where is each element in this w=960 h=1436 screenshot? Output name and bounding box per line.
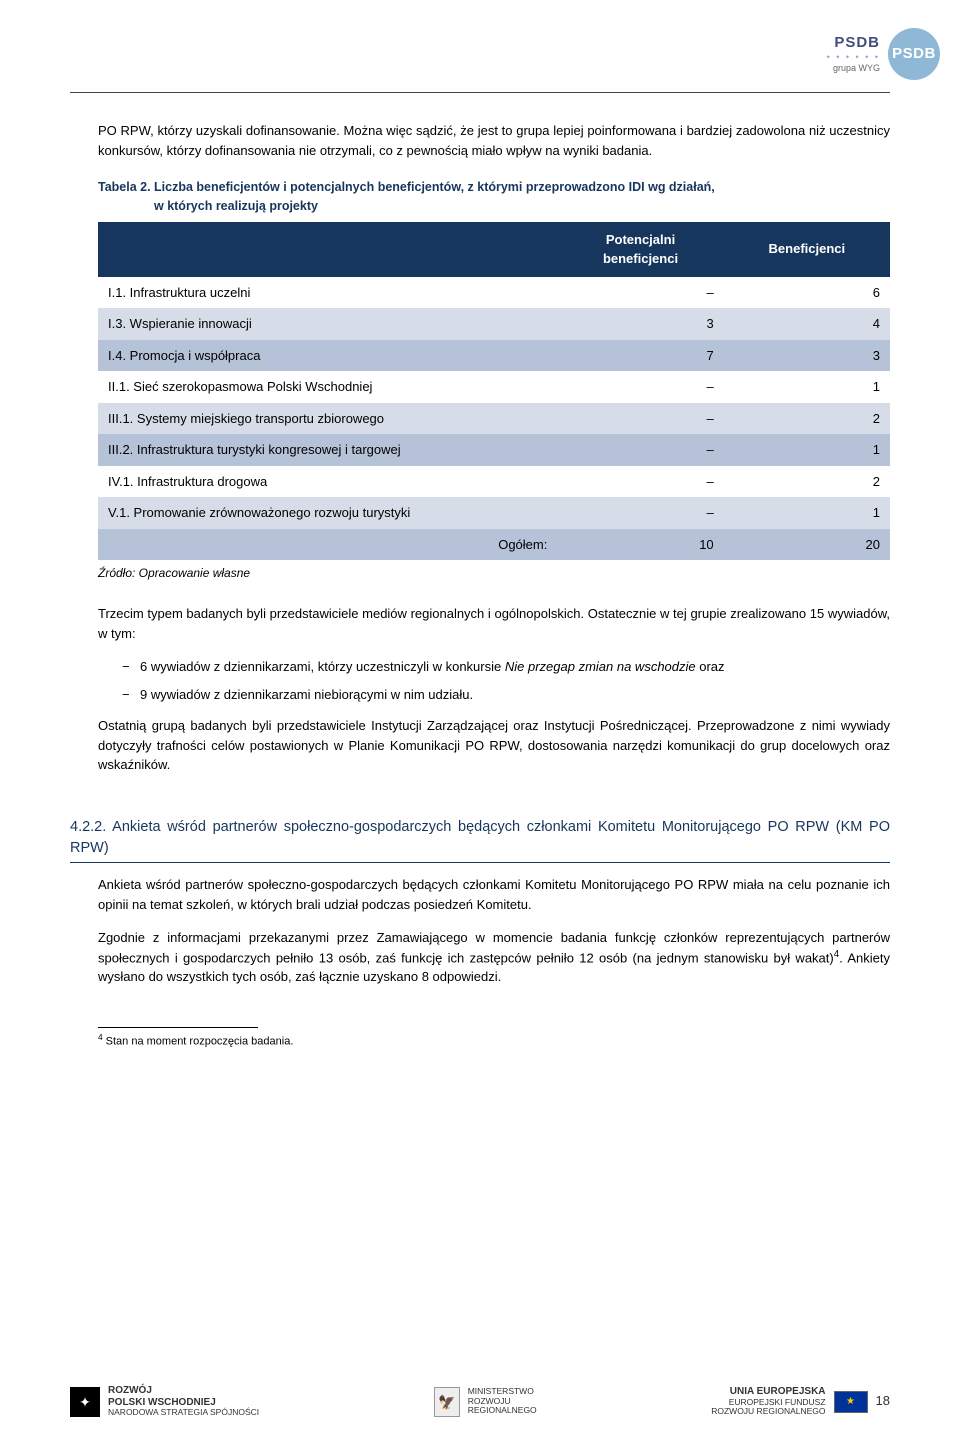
brand-sub: grupa WYG — [827, 63, 880, 74]
eu-flag-icon: ★ — [834, 1391, 868, 1413]
section-rule — [70, 862, 890, 863]
page-footer: ✦ ROZWÓJ POLSKI WSCHODNIEJ NARODOWA STRA… — [70, 1385, 890, 1418]
page-number: 18 — [876, 1394, 890, 1409]
footer-right: UNIA EUROPEJSKA EUROPEJSKI FUNDUSZ ROZWO… — [711, 1386, 890, 1417]
header-logo: PSDB • • • • • • grupa WYG PSDB — [827, 28, 940, 80]
footer-left: ✦ ROZWÓJ POLSKI WSCHODNIEJ NARODOWA STRA… — [70, 1385, 259, 1418]
table-row: I.4. Promocja i współpraca73 — [98, 340, 890, 372]
section-number: 4.2.2. — [70, 819, 106, 835]
table-total-row: Ogółem:1020 — [98, 529, 890, 561]
footnote: 4 Stan na moment rozpoczęcia badania. — [98, 1032, 890, 1050]
col-header-potential: Potencjalni beneficjenci — [557, 222, 723, 277]
header-rule — [70, 92, 890, 93]
table-caption-line2: w których realizują projekty — [98, 197, 890, 216]
bullet-list: 6 wywiadów z dziennikarzami, którzy ucze… — [98, 657, 890, 704]
table-row: V.1. Promowanie zrównoważonego rozwoju t… — [98, 497, 890, 529]
table-row: III.2. Infrastruktura turystyki kongreso… — [98, 434, 890, 466]
table-caption: Tabela 2. Liczba beneficjentów i potencj… — [98, 178, 890, 216]
list-item: 9 wywiadów z dziennikarzami niebiorącymi… — [122, 685, 890, 705]
table-row: III.1. Systemy miejskiego transportu zbi… — [98, 403, 890, 435]
para-institutions: Ostatnią grupą badanych byli przedstawic… — [98, 716, 890, 775]
intro-paragraph: PO RPW, którzy uzyskali dofinansowanie. … — [98, 121, 890, 160]
footer-mid: 🦅 MINISTERSTWO ROZWOJU REGIONALNEGO — [434, 1387, 537, 1417]
ministry-emblem-icon: 🦅 — [434, 1387, 460, 1417]
program-logo-icon: ✦ — [70, 1387, 100, 1417]
section-heading: 4.2.2. Ankieta wśród partnerów społeczno… — [70, 817, 890, 861]
table-row: I.1. Infrastruktura uczelni–6 — [98, 277, 890, 309]
section-title: Ankieta wśród partnerów społeczno-gospod… — [70, 819, 890, 857]
table-caption-line1: Tabela 2. Liczba beneficjentów i potencj… — [98, 180, 715, 194]
footnote-rule — [98, 1027, 258, 1028]
brand-name: PSDB — [827, 34, 880, 52]
col-header-beneficiaries: Beneficjenci — [724, 222, 890, 277]
table-source: Źródło: Opracowanie własne — [98, 564, 890, 582]
para-media: Trzecim typem badanych byli przedstawici… — [98, 604, 890, 643]
beneficiaries-table: Potencjalni beneficjenci Beneficjenci I.… — [98, 222, 890, 561]
para-survey-details: Zgodnie z informacjami przekazanymi prze… — [98, 928, 890, 987]
table-row: II.1. Sieć szerokopasmowa Polski Wschodn… — [98, 371, 890, 403]
list-item: 6 wywiadów z dziennikarzami, którzy ucze… — [122, 657, 890, 677]
table-row: I.3. Wspieranie innowacji34 — [98, 308, 890, 340]
brand-circle-icon: PSDB — [888, 28, 940, 80]
table-row: IV.1. Infrastruktura drogowa–2 — [98, 466, 890, 498]
col-header-empty — [98, 222, 557, 277]
brand-dots: • • • • • • — [827, 52, 880, 63]
para-survey-intro: Ankieta wśród partnerów społeczno-gospod… — [98, 875, 890, 914]
